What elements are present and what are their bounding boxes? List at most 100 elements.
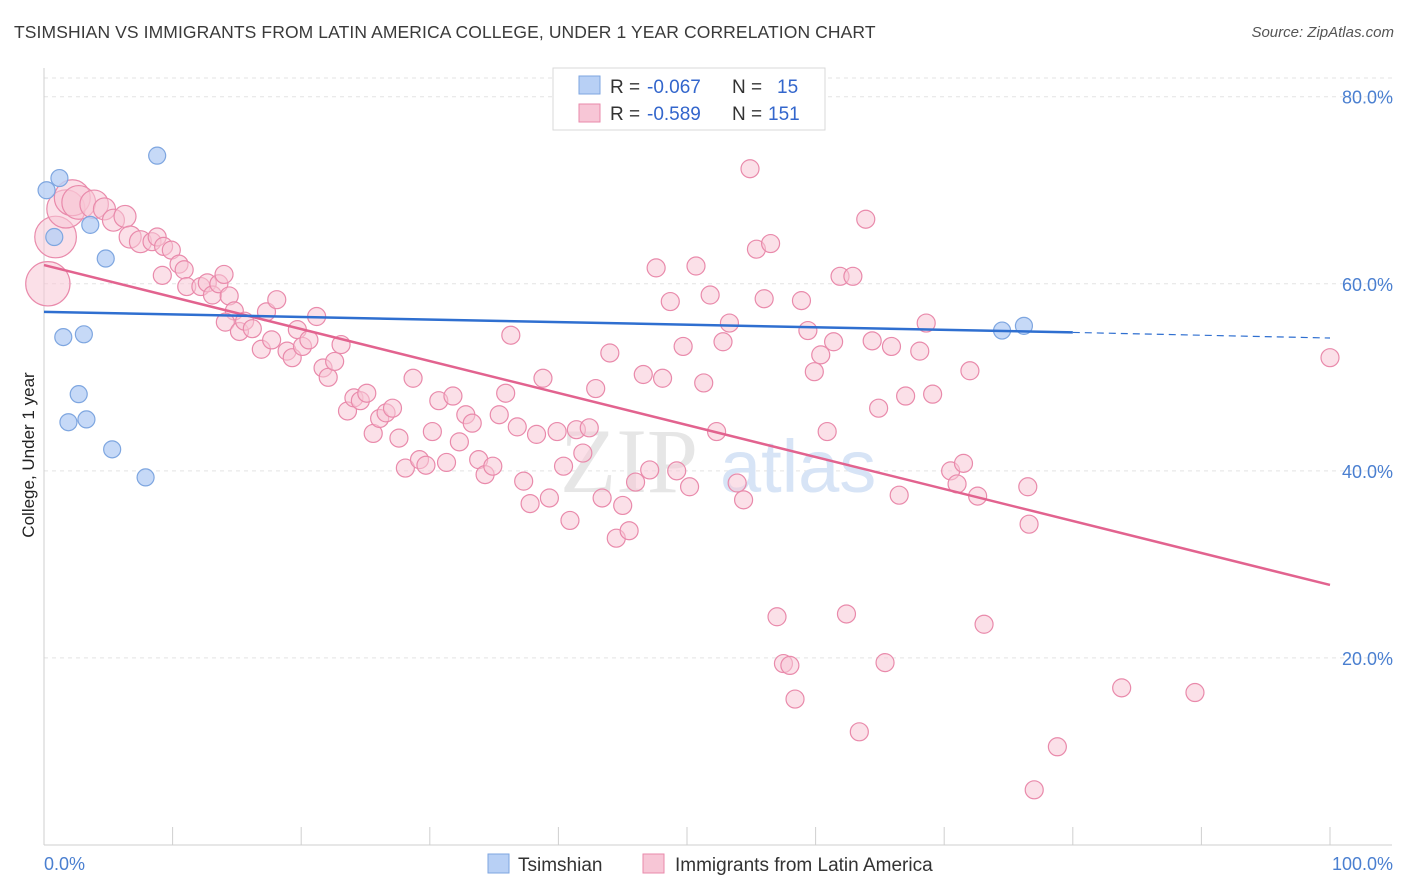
latam-point-125 [869,398,889,418]
latam-point-139 [1018,477,1038,497]
latam-point-60 [443,386,463,406]
latam-point-120 [836,604,857,624]
legend-n-value-2: 151 [768,104,800,125]
latam-point-73 [526,424,547,444]
latam-point-130 [910,341,930,361]
latam-point-81 [579,418,599,438]
latam-point-143 [1112,678,1132,698]
latam-point-98 [694,373,714,393]
latam-point-113 [791,291,812,311]
legend-r-value-1: -0.067 [647,77,701,98]
chart-title: TSIMSHIAN VS IMMIGRANTS FROM LATIN AMERI… [14,22,876,42]
latam-point-127 [881,336,902,357]
legend-n-value-1: 15 [777,77,798,98]
latam-point-144 [1185,682,1205,703]
source-note: Source: ZipAtlas.com [1251,24,1394,41]
axes [43,68,1392,846]
tsimshian-point-12 [136,468,155,487]
latam-point-114 [798,320,818,341]
latam-point-93 [660,291,680,312]
latam-point-33 [267,290,287,310]
latam-point-129 [896,386,916,406]
y-tick-label-80: 80.0% [1342,88,1393,108]
latam-point-52 [389,428,409,448]
tsimshian-point-6 [54,327,73,347]
latam-point-132 [923,384,943,404]
tsimshian-trend-extension [1072,331,1331,339]
latam-point-140 [1019,514,1039,534]
latam-point-78 [560,510,580,531]
legend-swatch-latam [578,103,601,123]
latam-point-54 [403,368,423,388]
tsimshian-point-5 [96,249,115,268]
latam-point-17 [152,265,172,285]
latam-point-77 [553,456,574,476]
y-tick-labels: 20.0% 40.0% 60.0% 80.0% [1342,88,1393,669]
latam-point-102 [719,313,740,333]
latam-point-135 [953,453,974,473]
tsimshian-point-3 [148,146,167,165]
bottom-legend: Tsimshian Immigrants from Latin America [487,853,933,876]
tsimshian-point-2 [45,227,64,247]
legend-r-value-2: -0.589 [647,104,701,125]
latam-point-32 [262,330,282,350]
legend-swatch-tsimshian [578,75,601,95]
legend-r-label-2: R = [610,104,640,125]
tsimshian-point-11 [103,440,122,459]
latam-point-128 [889,485,909,505]
latam-point-75 [539,488,559,508]
latam-point-101 [713,332,733,352]
latam-point-88 [625,472,646,492]
bottom-legend-swatch-tsimshian [487,853,510,874]
legend: R = -0.067 N = 15 R = -0.589 N = 151 [552,67,826,131]
latam-point-136 [960,361,980,381]
latam-point-118 [824,332,844,352]
latam-point-71 [514,471,534,491]
tsimshian-point-7 [74,325,93,344]
latam-point-16 [174,260,194,280]
x-tick-labels: 0.0% 100.0% [44,854,1393,874]
x-tick-label-100: 100.0% [1332,854,1393,874]
latam-point-23 [214,264,234,285]
latam-point-92 [652,368,673,388]
latam-point-56 [416,455,436,475]
latam-point-63 [462,413,482,433]
latam-point-83 [592,488,612,508]
latam-point-115 [804,362,824,382]
latam-point-99 [700,285,720,305]
latam-point-105 [740,159,760,179]
latam-point-103 [727,473,747,493]
latam-point-87 [619,521,639,541]
tsimshian-point-0 [50,168,69,188]
latam-point-57 [422,421,442,442]
latam-point-80 [573,443,593,463]
y-tick-label-60: 60.0% [1342,275,1393,295]
latam-point-42 [325,351,345,372]
y-tick-label-40: 40.0% [1342,462,1393,482]
latam-point-142 [1047,737,1067,757]
latam-point-117 [817,421,837,442]
tsimshian-point-10 [77,410,96,429]
latam-point-26 [215,312,235,332]
latam-point-124 [862,331,882,351]
latam-point-121 [843,266,863,286]
tsimshian-point-1 [37,181,56,200]
latam-point-90 [640,460,660,480]
latam-point-66 [483,456,503,476]
bottom-legend-tsimshian: Tsimshian [518,855,602,876]
latam-point-59 [436,452,457,473]
latam-point-67 [489,405,509,425]
latam-point-138 [974,614,994,634]
latam-point-131 [916,313,936,333]
bottom-legend-latam: Immigrants from Latin America [675,855,933,876]
latam-point-74 [533,368,553,388]
latam-point-53 [395,458,415,478]
latam-point-86 [613,495,633,516]
latam-point-70 [507,417,527,437]
latam-point-97 [686,256,706,276]
latam-point-108 [760,233,781,254]
legend-n-label-1: N = [732,77,762,98]
latam-point-96 [679,477,700,497]
y-axis-title: College, Under 1 year [19,372,38,538]
tsimshian-point-8 [69,385,88,404]
